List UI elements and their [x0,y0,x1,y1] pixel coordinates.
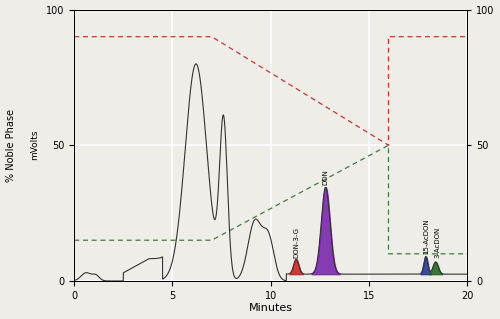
Text: 3-AcDON: 3-AcDON [434,226,440,258]
Text: DON: DON [322,169,328,185]
Text: mVolts: mVolts [30,130,40,160]
Text: DON-3-G: DON-3-G [293,227,299,258]
X-axis label: Minutes: Minutes [248,303,292,314]
Y-axis label: % Noble Phase: % Noble Phase [6,109,16,182]
Text: 15-AcDON: 15-AcDON [423,218,429,254]
